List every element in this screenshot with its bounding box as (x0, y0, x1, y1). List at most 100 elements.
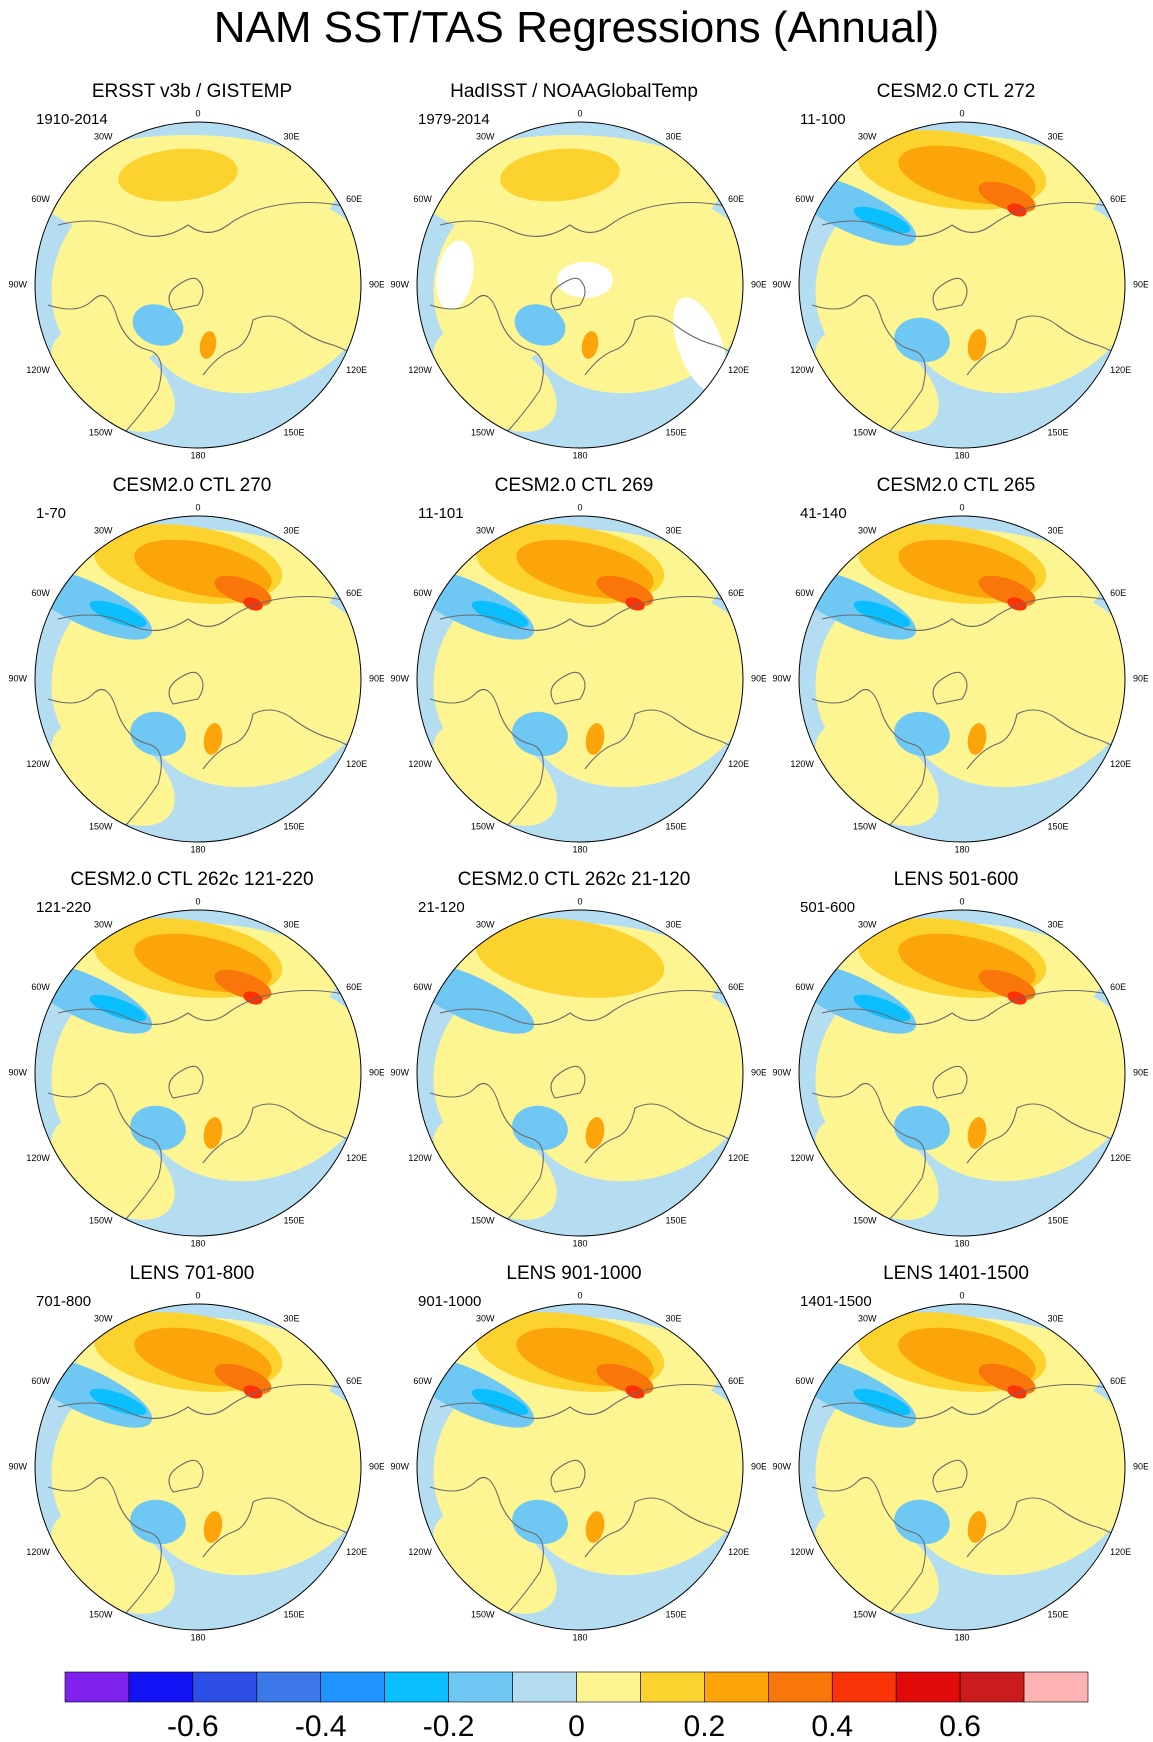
map-border (416, 121, 744, 449)
longitude-label: 150W (853, 427, 877, 437)
panel-title: LENS 1401-1500 (883, 1263, 1029, 1284)
polar-map: 180 150E 120E 90E 60E 30E 0 30W 60W 90W 120W 150W (772, 896, 1148, 1248)
negative-core-labrador (894, 317, 950, 363)
longitude-label: 120E (1110, 759, 1131, 769)
longitude-label: 30E (666, 525, 682, 535)
positive-core-scandinavia (203, 723, 223, 755)
polar-map: 180 150E 120E 90E 60E 30E 0 30W 60W 90W 120W 150W (8, 108, 384, 460)
positive-core-pacific (118, 148, 238, 202)
coastline-north-america (47, 1083, 162, 1236)
positive-core-scandinavia (585, 1511, 605, 1543)
positive-core-scandinavia (203, 1511, 223, 1543)
positive-region-eurasia (522, 1378, 743, 1576)
positive-region-eurasia (904, 984, 1125, 1182)
longitude-label: 30W (94, 919, 113, 929)
panel-year-range: 1401-1500 (800, 1293, 872, 1310)
map-panel: 180 150E 120E 90E 60E 30E 0 30W 60W 90W 120W 150W CE… (764, 474, 1148, 869)
longitude-label: 120W (790, 1153, 814, 1163)
longitude-label: 60E (1110, 1376, 1126, 1386)
longitude-label: 90W (772, 1461, 791, 1471)
longitude-label: 90W (8, 1067, 27, 1077)
longitude-label: 0 (959, 108, 964, 118)
regression-field (799, 1304, 1125, 1630)
panel-year-range: 501-600 (800, 899, 856, 916)
longitude-label: 30W (476, 919, 495, 929)
coastlines (47, 595, 361, 842)
positive-core-scandinavia (967, 723, 987, 755)
longitude-label: 30E (284, 1313, 300, 1323)
longitude-label: 180 (190, 450, 205, 460)
longitude-label: 150E (1048, 1609, 1069, 1619)
map-panel: 180 150E 120E 90E 60E 30E 0 30W 60W 90W 120W 150W LE… (382, 1262, 766, 1657)
longitude-label: 30W (94, 525, 113, 535)
longitude-label: 120W (408, 759, 432, 769)
coastline-north-america (811, 1083, 926, 1236)
longitude-label: 60E (346, 982, 362, 992)
longitude-label: 120W (408, 1547, 432, 1557)
longitude-label: 90W (390, 1461, 409, 1471)
longitude-label: 120E (346, 759, 367, 769)
panel-year-range: 901-1000 (418, 1293, 482, 1310)
map-panel: 180 150E 120E 90E 60E 30E 0 30W 60W 90W 120W 150W LE… (764, 868, 1148, 1263)
coastline-greenland (932, 277, 968, 311)
map-border (34, 121, 362, 449)
coastline-greenland (550, 1065, 586, 1099)
longitude-label: 150E (666, 1609, 687, 1619)
positive-core-scandinavia (585, 723, 605, 755)
longitude-label: 90W (772, 1067, 791, 1077)
map-border (416, 909, 744, 1237)
panel-year-range: 41-140 (800, 505, 847, 522)
panel-title: LENS 901-1000 (506, 1263, 642, 1284)
regression-field (417, 1304, 743, 1630)
panel-year-range: 1910-2014 (36, 111, 108, 128)
negative-core-labrador (894, 1499, 950, 1545)
coastline-europe (202, 1103, 361, 1174)
longitude-label: 180 (572, 1238, 587, 1248)
longitude-label: 150E (666, 821, 687, 831)
positive-core-scandinavia (203, 1117, 223, 1149)
longitude-label: 60E (346, 1376, 362, 1386)
longitude-label: 150W (89, 821, 113, 831)
coastlines (47, 1383, 361, 1630)
longitude-label: 30W (94, 131, 113, 141)
positive-core-bering (596, 575, 654, 607)
longitude-label: 150W (471, 1215, 495, 1225)
longitude-label: 150E (284, 427, 305, 437)
panel-year-range: 1979-2014 (418, 111, 490, 128)
coastline-north-america (429, 1477, 544, 1630)
longitude-label: 60W (795, 194, 814, 204)
regression-field (35, 1304, 361, 1630)
longitude-label: 60W (31, 588, 50, 598)
coastline-greenland (550, 277, 586, 311)
panel-year-range: 11-101 (418, 505, 464, 522)
longitude-label: 90W (390, 279, 409, 289)
longitude-label: 120E (728, 1153, 749, 1163)
longitude-label: 180 (190, 844, 205, 854)
positive-region-eurasia (140, 1378, 361, 1576)
longitude-label: 150E (284, 821, 305, 831)
longitude-label: 120E (728, 1547, 749, 1557)
longitude-label: 60W (413, 1376, 432, 1386)
longitude-label: 60W (413, 588, 432, 598)
map-border (798, 515, 1126, 843)
longitude-label: 90W (772, 673, 791, 683)
longitude-label: 30E (1048, 525, 1064, 535)
panel-title: LENS 701-800 (129, 1263, 255, 1284)
negative-core-labrador (894, 1105, 950, 1151)
panel-title: LENS 501-600 (893, 869, 1019, 890)
longitude-label: 30W (476, 131, 495, 141)
coastline-greenland (168, 1459, 204, 1493)
coastlines (429, 201, 743, 448)
positive-core-bering (978, 1363, 1036, 1395)
coastline-europe (584, 709, 743, 780)
longitude-label: 150E (666, 427, 687, 437)
coastline-greenland (932, 671, 968, 705)
longitude-label: 150E (1048, 427, 1069, 437)
negative-core-labrador (130, 711, 186, 757)
map-border (34, 1303, 362, 1631)
longitude-label: 0 (577, 108, 582, 118)
longitude-label: 180 (954, 1632, 969, 1642)
coastline-pacific-arctic (57, 1383, 361, 1419)
panel-title: CESM2.0 CTL 262c 121-220 (70, 869, 314, 890)
coastline-north-america (47, 689, 162, 842)
